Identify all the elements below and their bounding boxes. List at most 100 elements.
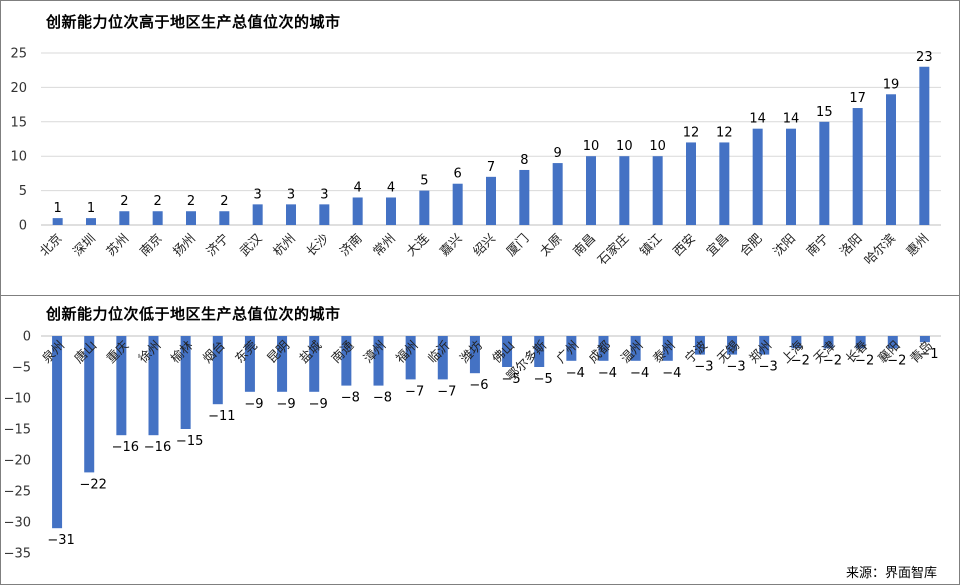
data-label: 2: [220, 194, 228, 209]
bar: [852, 108, 863, 225]
data-label: −9: [276, 397, 295, 412]
bar: [791, 336, 802, 349]
data-label: 2: [187, 194, 195, 209]
category-label: 成都: [585, 337, 614, 366]
data-label: 14: [749, 112, 766, 127]
y-tick-label: 10: [10, 150, 27, 165]
category-label: 东莞: [232, 338, 260, 366]
data-label: −2: [855, 353, 874, 368]
bar: [919, 66, 930, 225]
bar: [886, 94, 896, 225]
data-label: −16: [144, 440, 171, 455]
category-label: 广州: [553, 338, 581, 366]
y-tick-label: 0: [23, 330, 31, 345]
data-label: 10: [616, 139, 633, 154]
category-label: 烟台: [200, 338, 228, 366]
bar: [116, 336, 127, 436]
category-label: 潍坊: [457, 338, 485, 366]
bar: [819, 121, 830, 225]
data-label: −2: [823, 353, 842, 368]
data-label: −15: [176, 434, 203, 449]
data-label: −4: [566, 366, 585, 381]
bar: [212, 336, 223, 405]
category-label: 唐山: [71, 338, 99, 366]
bar: [752, 128, 763, 225]
data-label: 15: [816, 105, 833, 120]
data-label: 19: [883, 77, 900, 92]
data-label: −22: [79, 477, 106, 492]
data-label: 14: [783, 112, 800, 127]
bar: [855, 336, 866, 349]
category-label: 徐州: [135, 338, 163, 366]
panel-divider: [1, 295, 959, 296]
data-label: −7: [437, 384, 456, 399]
category-label: 南通: [328, 337, 357, 366]
bar: [534, 336, 545, 367]
bar: [452, 183, 463, 225]
bar: [586, 156, 596, 225]
bar: [244, 336, 255, 392]
bar: [486, 176, 496, 225]
bar: [152, 211, 163, 225]
bar: [598, 336, 609, 361]
bar: [887, 336, 898, 349]
category-label: 佛山: [489, 338, 517, 366]
data-label: 10: [649, 139, 666, 154]
y-tick-label: 0: [19, 219, 27, 234]
bar: [219, 211, 230, 225]
y-tick-label: 20: [10, 81, 27, 96]
bar: [652, 156, 663, 225]
category-label: 榆林: [167, 337, 196, 366]
bar: [309, 336, 320, 392]
bar: [566, 336, 577, 361]
data-label: 6: [454, 167, 462, 182]
data-label: 7: [487, 160, 495, 175]
data-label: −3: [726, 360, 745, 375]
bar: [405, 336, 416, 380]
category-label: 泉州: [39, 338, 67, 366]
y-tick-label: −35: [4, 547, 31, 562]
bar: [619, 156, 630, 225]
top-chart: 05101520251北京1深圳2苏州2南京2扬州2济宁3武汉3杭州3长沙4济南…: [10, 47, 941, 268]
data-label: −4: [598, 366, 617, 381]
bar: [52, 336, 63, 529]
data-label: −1: [919, 347, 938, 362]
top-chart-title: 创新能力位次高于地区生产总值位次的城市: [46, 13, 341, 31]
data-label: 12: [716, 125, 733, 140]
bar: [719, 142, 730, 225]
data-label: −3: [694, 360, 713, 375]
bar: [919, 336, 930, 343]
data-label: 1: [54, 201, 62, 216]
data-label: −4: [662, 366, 681, 381]
data-label: −16: [112, 440, 139, 455]
data-label: 3: [320, 187, 328, 202]
bar: [286, 204, 296, 225]
data-label: −9: [309, 397, 328, 412]
category-label: 福州: [392, 338, 420, 366]
bar: [437, 336, 448, 380]
bar: [84, 336, 95, 473]
source-note: 来源：界面智库: [845, 566, 937, 581]
data-label: 2: [154, 194, 162, 209]
data-label: 8: [520, 153, 528, 168]
bar: [252, 204, 263, 225]
data-label: −2: [887, 353, 906, 368]
category-label: 临沂: [425, 338, 453, 366]
category-label: 泰州: [650, 338, 678, 366]
bar: [786, 128, 796, 225]
data-label: 3: [287, 187, 295, 202]
y-tick-label: −25: [4, 485, 31, 500]
data-label: 2: [120, 194, 128, 209]
y-tick-label: −30: [4, 516, 31, 531]
data-label: 23: [916, 50, 933, 65]
bar: [686, 142, 696, 225]
data-label: −11: [208, 409, 235, 424]
data-label: −7: [405, 384, 424, 399]
data-label: −3: [759, 360, 778, 375]
bar: [419, 190, 430, 225]
data-label: 9: [554, 146, 562, 161]
y-tick-label: 15: [10, 115, 27, 130]
bar: [823, 336, 834, 349]
